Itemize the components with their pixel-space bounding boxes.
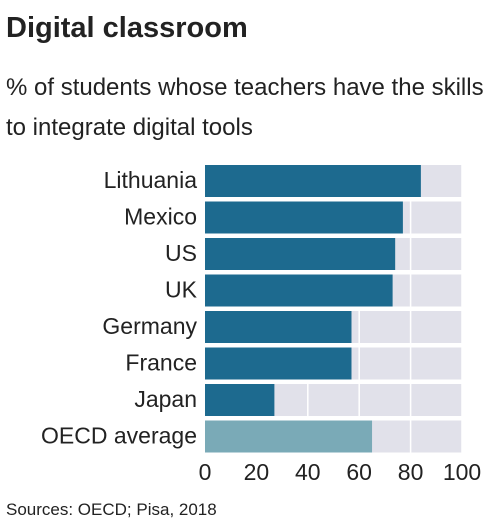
- y-tick-label: US: [165, 240, 197, 266]
- y-tick-label: Germany: [102, 313, 197, 339]
- bar: [205, 201, 403, 234]
- x-tick-label: 0: [199, 459, 212, 485]
- y-tick-label: Japan: [134, 386, 197, 412]
- y-tick-label: France: [125, 350, 197, 376]
- x-tick-label: 20: [244, 459, 270, 485]
- x-tick-label: 100: [443, 459, 481, 485]
- y-tick-label: Mexico: [124, 204, 197, 230]
- bar: [205, 238, 396, 270]
- chart-title: Digital classroom: [6, 12, 248, 44]
- x-tick-label: 60: [346, 459, 372, 485]
- bar: [205, 165, 421, 197]
- bar: [205, 311, 352, 343]
- y-tick-label: OECD average: [41, 423, 197, 449]
- source: Sources: OECD; Pisa, 2018: [6, 500, 217, 519]
- bar: [205, 274, 393, 307]
- bar: [205, 420, 373, 453]
- bar: [205, 347, 352, 380]
- y-tick-label: Lithuania: [104, 167, 198, 193]
- x-tick-label: 40: [295, 459, 321, 485]
- x-tick-label: 80: [398, 459, 424, 485]
- y-tick-label: UK: [165, 277, 198, 303]
- chart-subtitle: % of students whose teachers have the sk…: [6, 74, 484, 141]
- bar: [205, 384, 275, 416]
